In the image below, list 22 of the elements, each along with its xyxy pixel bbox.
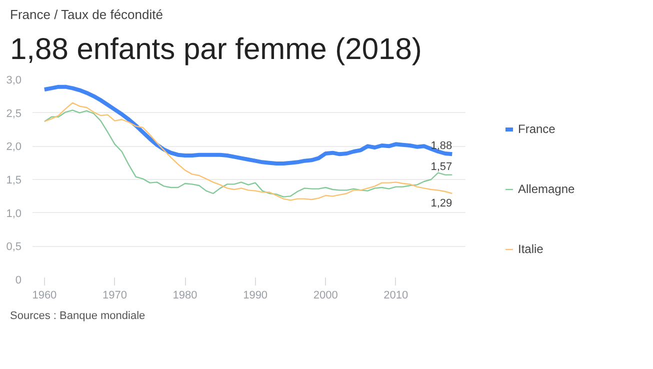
legend-label: Allemagne (518, 182, 575, 196)
x-tick-label: 2010 (384, 290, 408, 302)
y-tick-label: 0,5 (6, 242, 22, 254)
data-label: 1,57 (430, 161, 452, 174)
data-label: 1,88 (430, 140, 452, 153)
y-tick-label: 2,0 (6, 142, 22, 154)
source-note: Sources : Banque mondiale (10, 309, 146, 324)
y-tick-label: 3,0 (6, 74, 22, 87)
legend-label: Italie (518, 242, 544, 256)
y-tick-label: 1,0 (6, 208, 22, 220)
x-tick-label: 1960 (32, 290, 57, 302)
y-tick-label: 0 (15, 274, 22, 287)
data-label: 1,29 (430, 198, 452, 210)
x-tick-label: 1990 (243, 290, 268, 302)
y-tick-label: 2,5 (6, 108, 22, 120)
chart-subtitle: France / Taux de fécondité (10, 6, 163, 24)
x-tick-label: 1970 (102, 290, 127, 302)
x-tick-label: 2000 (313, 290, 338, 302)
y-tick-label: 1,5 (6, 174, 22, 187)
legend-label: France (518, 122, 556, 136)
x-tick-label: 1980 (172, 290, 198, 302)
chart-title: 1,88 enfants par femme (2018) (10, 32, 422, 68)
